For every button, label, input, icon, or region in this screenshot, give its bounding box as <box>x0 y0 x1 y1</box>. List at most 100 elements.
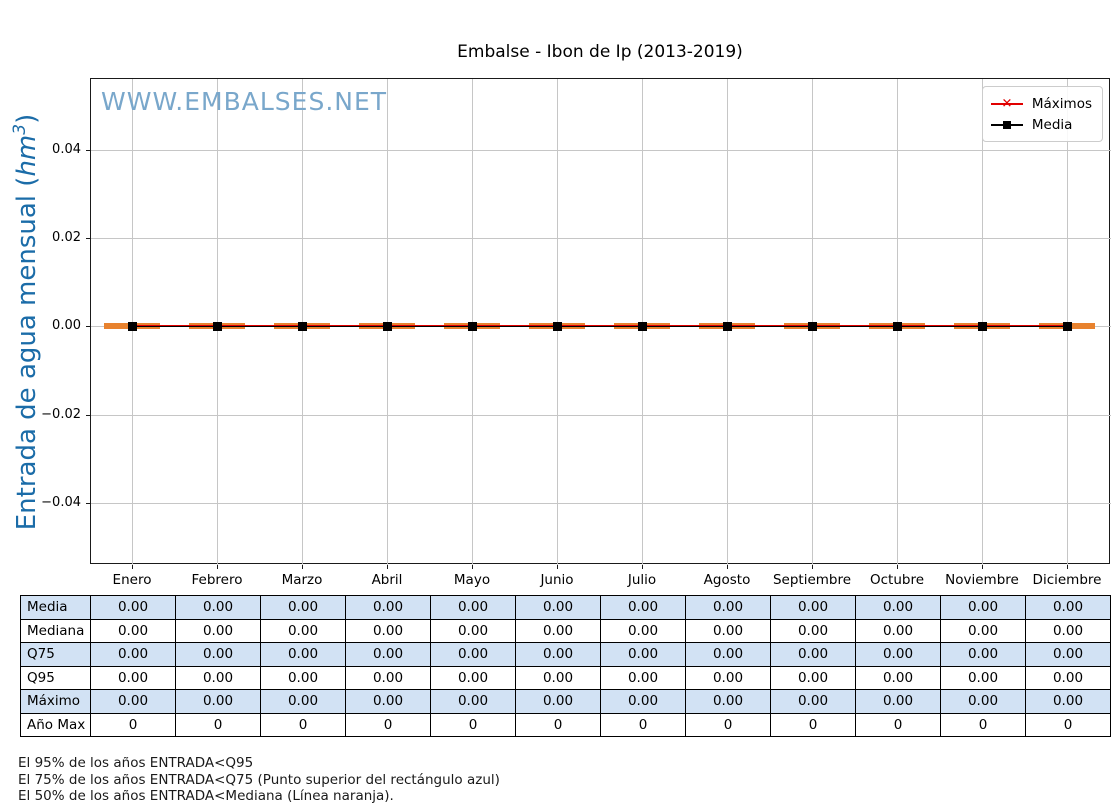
table-cell: 0 <box>685 712 771 737</box>
y-axis-tick <box>86 238 90 240</box>
x-tick-label: Mayo <box>453 572 491 588</box>
grid-line-v <box>642 79 643 565</box>
table-cell: 0.00 <box>940 689 1026 714</box>
table-cell: 0.00 <box>345 642 431 667</box>
media-marker <box>893 322 902 332</box>
table-cell: 0.00 <box>175 618 261 643</box>
table-cell: 0 <box>430 712 516 737</box>
table-cell: 0.00 <box>940 595 1026 620</box>
x-tick-label: Junio <box>540 572 574 588</box>
table-cell: 0.00 <box>345 689 431 714</box>
footnote-q95: El 95% de los años ENTRADA<Q95 <box>18 755 254 771</box>
y-tick-label: 0.04 <box>52 141 81 157</box>
grid-line-v <box>472 79 473 565</box>
table-cell: 0.00 <box>600 618 686 643</box>
table-cell: 0.00 <box>260 595 346 620</box>
grid-line-v <box>982 79 983 565</box>
table-cell: 0.00 <box>430 595 516 620</box>
grid-line-h <box>91 238 1111 240</box>
watermark: WWW.EMBALSES.NET <box>101 87 388 116</box>
legend-item: Media <box>990 114 1092 135</box>
media-marker <box>978 322 987 332</box>
table-cell: 0.00 <box>1025 595 1111 620</box>
chart-title: Embalse - Ibon de Ip (2013-2019) <box>457 42 743 62</box>
table-cell: 0.00 <box>940 618 1026 643</box>
legend-label: Media <box>1031 116 1073 133</box>
grid-line-v <box>727 79 728 565</box>
x-tick-label: Enero <box>112 572 152 588</box>
media-line <box>132 326 1067 328</box>
table-cell: 0.00 <box>260 689 346 714</box>
y-axis-tick <box>86 503 90 505</box>
legend-sample: ✕ <box>990 97 1023 111</box>
table-cell: 0.00 <box>685 665 771 690</box>
table-cell: 0.00 <box>770 642 856 667</box>
table-cell: 0.00 <box>515 665 601 690</box>
y-tick-label: 0.02 <box>52 230 81 246</box>
x-axis-tick <box>302 565 303 569</box>
x-axis-tick <box>1067 565 1068 569</box>
table-cell: 0 <box>90 712 176 737</box>
row-header-cell: Máximo <box>20 689 91 714</box>
table-cell: 0.00 <box>855 595 941 620</box>
table-cell: 0.00 <box>515 689 601 714</box>
table-cell: 0.00 <box>345 665 431 690</box>
legend-sample <box>990 118 1023 132</box>
table-cell: 0.00 <box>600 665 686 690</box>
table-cell: 0.00 <box>260 618 346 643</box>
x-axis-tick <box>897 565 898 569</box>
footnotes: El 95% de los años ENTRADA<Q95 El 75% de… <box>18 755 500 805</box>
table-cell: 0.00 <box>90 642 176 667</box>
y-tick-label: −0.02 <box>41 406 81 422</box>
table-cell: 0.00 <box>90 595 176 620</box>
grid-line-h <box>91 149 1111 151</box>
row-header-cell: Media <box>20 595 91 620</box>
row-header-cell: Año Max <box>20 712 91 737</box>
footnote-q75: El 75% de los años ENTRADA<Q75 (Punto su… <box>18 771 500 788</box>
media-marker <box>723 322 732 332</box>
table-cell: 0.00 <box>600 595 686 620</box>
footnote-mediana: El 50% de los años ENTRADA<Mediana (Líne… <box>18 788 394 804</box>
x-axis-tick <box>642 565 643 569</box>
y-axis-tick <box>86 326 90 328</box>
x-axis-tick <box>727 565 728 569</box>
table-cell: 0.00 <box>600 689 686 714</box>
y-axis-label-close: ) <box>11 113 42 124</box>
x-tick-label: Septiembre <box>772 572 852 588</box>
y-axis-tick <box>86 414 90 416</box>
table-cell: 0.00 <box>1025 618 1111 643</box>
table-cell: 0.00 <box>515 642 601 667</box>
x-tick-label: Julio <box>627 572 657 588</box>
x-axis-tick <box>132 565 133 569</box>
table-cell: 0.00 <box>430 689 516 714</box>
y-axis-tick <box>86 149 90 151</box>
table-cell: 0 <box>940 712 1026 737</box>
x-tick-label: Diciembre <box>1032 572 1102 588</box>
media-marker <box>383 322 392 332</box>
table-cell: 0.00 <box>1025 689 1111 714</box>
row-header-cell: Q75 <box>20 642 91 667</box>
table-cell: 0.00 <box>855 642 941 667</box>
table-cell: 0.00 <box>90 618 176 643</box>
grid-line-v <box>812 79 813 565</box>
table-cell: 0 <box>515 712 601 737</box>
table-cell: 0.00 <box>90 665 176 690</box>
table-cell: 0.00 <box>90 689 176 714</box>
legend-item: ✕ Máximos <box>990 93 1092 114</box>
stats-table: Media 0.00 0.00 0.00 0.00 0.00 0.00 0.00 0.00 0.0… <box>20 595 1111 737</box>
table-cell: 0 <box>175 712 261 737</box>
legend: ✕ Máximos Media <box>981 86 1103 142</box>
table-cell: 0 <box>855 712 941 737</box>
table-cell: 0 <box>770 712 856 737</box>
table-cell: 0.00 <box>855 618 941 643</box>
legend-marker-square-icon <box>1002 120 1011 129</box>
grid-line-v <box>557 79 558 565</box>
table-cell: 0 <box>345 712 431 737</box>
row-header-cell: Q95 <box>20 665 91 690</box>
table-cell: 0 <box>1025 712 1111 737</box>
grid-line-v <box>132 79 133 565</box>
table-cell: 0.00 <box>940 665 1026 690</box>
grid-line-v <box>1067 79 1068 565</box>
x-axis-tick <box>812 565 813 569</box>
x-axis-tick <box>472 565 473 569</box>
